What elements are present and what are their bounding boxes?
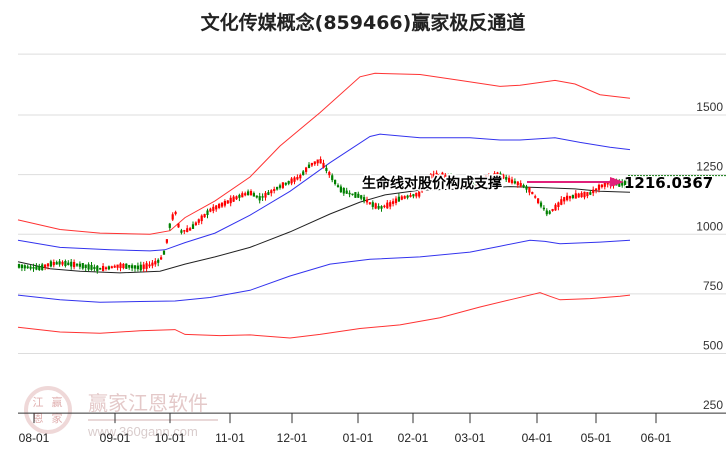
candlesticks — [17, 156, 630, 274]
annotation-text: 生命线对股价构成支撑 — [362, 175, 502, 192]
band-lifeline — [17, 186, 631, 274]
y-tick-label: 1250 — [696, 160, 723, 174]
arrow-head-icon — [610, 177, 624, 187]
channel-bands — [17, 72, 631, 339]
svg-text:赢: 赢 — [52, 395, 63, 409]
watermark-url: www.360gann.com — [87, 424, 198, 439]
x-tick-label: 01-01 — [343, 431, 374, 445]
svg-text:恩: 恩 — [33, 412, 44, 425]
band-upper_outer — [17, 72, 631, 235]
axes: 1500 1250 1000 750 500 250 08-01 09-01 10-01 11-0… — [18, 100, 726, 445]
y-tick-label: 250 — [703, 398, 723, 412]
watermark-brand: 赢家江恩软件 — [88, 391, 208, 415]
x-tick-label: 09-01 — [100, 431, 131, 445]
y-tick-label: 750 — [703, 279, 723, 293]
x-tick-label: 08-01 — [19, 431, 50, 445]
x-tick-label: 03-01 — [455, 431, 486, 445]
band-lower_outer — [17, 292, 631, 339]
y-tick-label: 1500 — [696, 100, 723, 114]
svg-text:家: 家 — [52, 411, 63, 425]
x-tick-label: 10-01 — [155, 431, 186, 445]
support-price-label: 1216.0367 — [624, 174, 713, 192]
x-tick-label: 11-01 — [215, 431, 245, 445]
svg-text:江: 江 — [33, 396, 44, 409]
chart-title: 文化传媒概念(859466)赢家极反通道 — [200, 12, 526, 34]
x-tick-label: 02-01 — [398, 431, 429, 445]
y-tick-label: 1000 — [696, 219, 723, 233]
y-tick-label: 500 — [703, 339, 723, 353]
gridlines — [18, 53, 726, 354]
x-tick-label: 12-01 — [277, 431, 308, 445]
x-tick-label: 04-01 — [522, 431, 553, 445]
annotation-layer: 生命线对股价构成支撑 1216.0367 — [361, 173, 726, 194]
watermark: 江赢恩 家 赢家江恩软件 www.360gann.com — [24, 386, 218, 439]
band-upper_inner — [17, 133, 631, 252]
x-tick-label: 05-01 — [581, 431, 612, 445]
watermark-logo-icon — [24, 386, 72, 434]
band-lower_inner — [17, 239, 631, 303]
x-tick-label: 06-01 — [641, 431, 672, 445]
